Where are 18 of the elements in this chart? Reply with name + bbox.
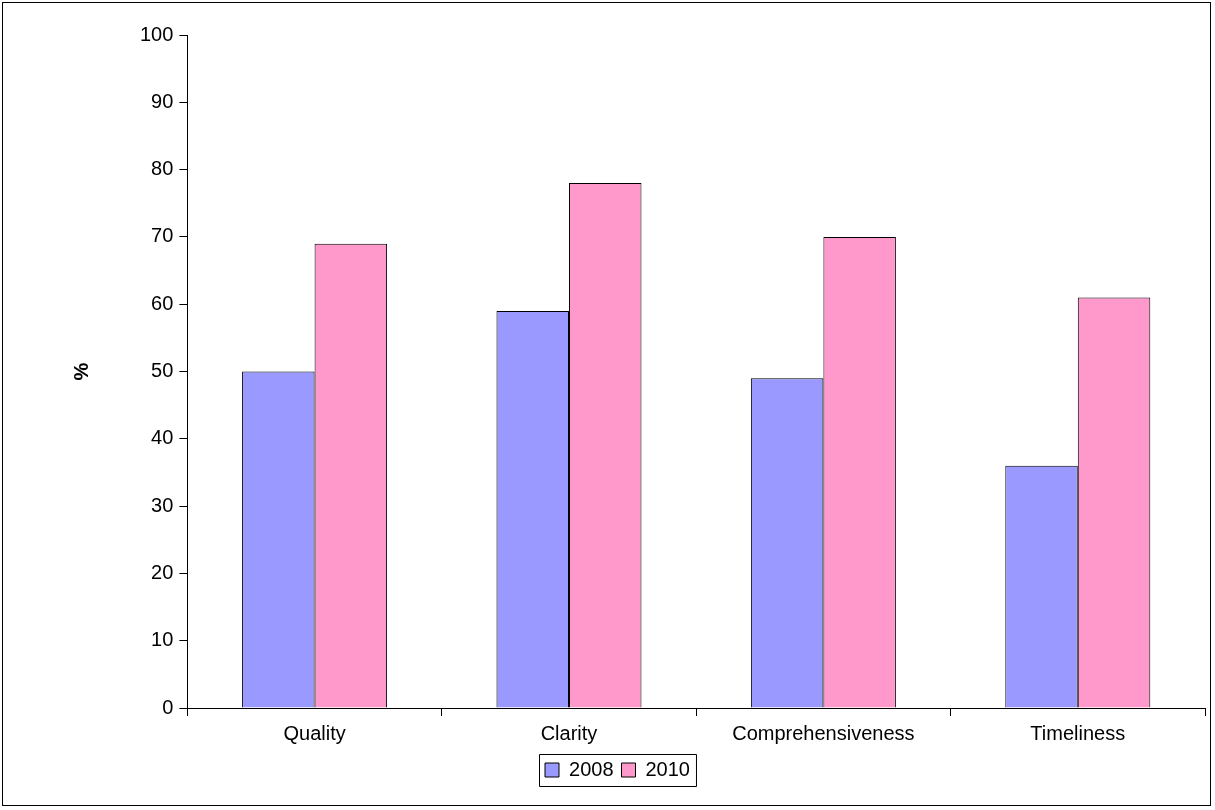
legend-label: 2008 bbox=[569, 757, 614, 780]
y-tick-label: 0 bbox=[162, 695, 174, 718]
y-tick-label: 20 bbox=[151, 560, 174, 583]
x-tick-label: Quality bbox=[283, 721, 346, 744]
y-tick-label: 100 bbox=[139, 22, 174, 45]
x-tick-label: Timeliness bbox=[1030, 721, 1126, 744]
x-tick-label: Clarity bbox=[540, 721, 598, 744]
y-axis-title: % bbox=[69, 362, 92, 381]
x-tick-label: Comprehensiveness bbox=[732, 721, 915, 744]
y-tick-label: 90 bbox=[151, 89, 174, 112]
y-tick-label: 50 bbox=[151, 359, 174, 382]
y-tick-label: 30 bbox=[151, 493, 174, 516]
y-tick-label: 10 bbox=[151, 628, 174, 651]
y-tick-label: 70 bbox=[151, 224, 174, 247]
y-tick-label: 80 bbox=[151, 157, 174, 180]
y-tick-label: 60 bbox=[151, 291, 174, 314]
y-tick-label: 40 bbox=[151, 426, 174, 449]
legend-label: 2010 bbox=[645, 757, 690, 780]
